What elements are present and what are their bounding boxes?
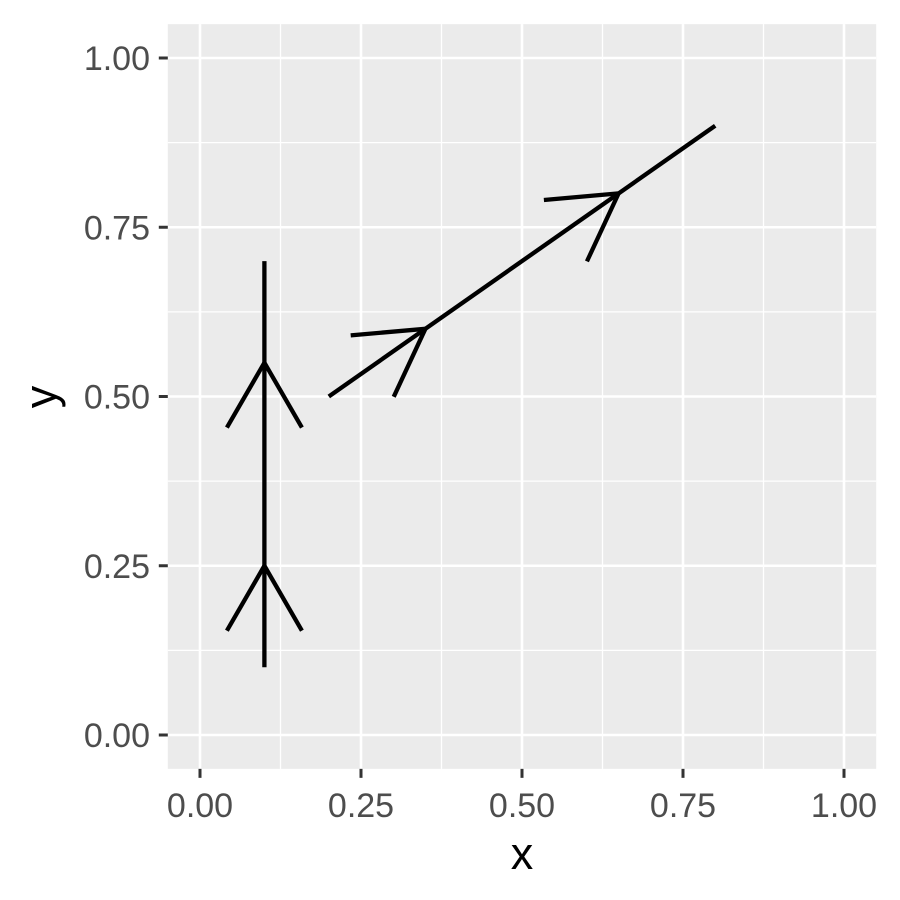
x-tick-label: 0.00 <box>167 787 233 825</box>
arrowhead-barb <box>225 361 267 429</box>
y-tick-label: 0.50 <box>84 379 150 417</box>
x-tick-label: 1.00 <box>811 787 877 825</box>
arrowhead-barb <box>225 564 267 632</box>
x-tick-label: 0.25 <box>328 787 394 825</box>
x-tick-label: 0.75 <box>650 787 716 825</box>
arrowhead-barb <box>584 192 621 263</box>
data-series <box>225 123 717 668</box>
arrowhead-barb <box>391 327 428 398</box>
y-tick-label: 0.75 <box>84 209 150 247</box>
x-tick-label: 0.50 <box>489 787 555 825</box>
arrowhead-barb <box>543 191 619 203</box>
y-tick-label: 1.00 <box>84 40 150 78</box>
y-axis-title: y <box>15 385 66 408</box>
axis-ticks <box>158 56 846 778</box>
arrowhead-barb <box>350 326 426 338</box>
arrowhead-barb <box>262 564 304 632</box>
arrowhead-barb <box>262 361 304 429</box>
y-tick-label: 0.00 <box>84 717 150 755</box>
diagonal-arrow-segment <box>327 123 717 399</box>
x-axis-title: x <box>511 828 534 879</box>
y-tick-label: 0.25 <box>84 548 150 586</box>
gridlines <box>167 24 877 769</box>
axis-tick-labels: 0.00 0.25 0.50 0.75 1.00 0.00 0.25 0.50 0.75 1.00 <box>84 40 877 825</box>
